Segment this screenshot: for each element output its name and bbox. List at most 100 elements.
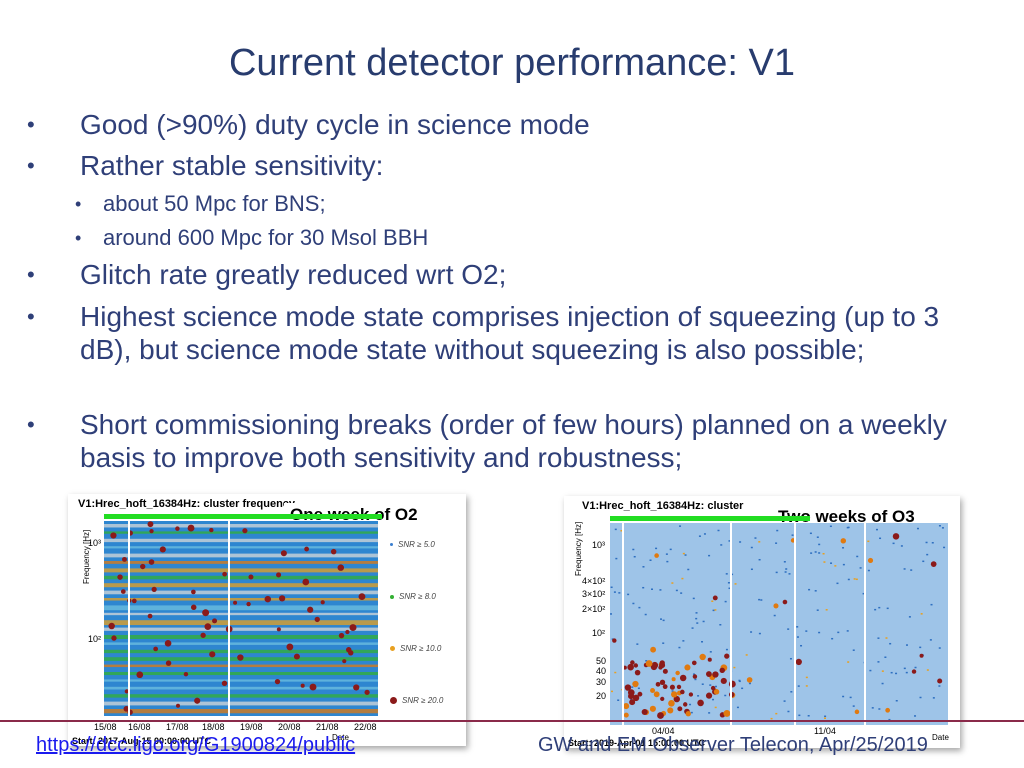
glitch-point <box>309 683 317 691</box>
x-tick: 22/08 <box>354 722 377 732</box>
spectrogram-speckle <box>890 671 893 674</box>
spectrogram-speckle <box>914 715 917 717</box>
spectrogram-speckle <box>823 561 826 563</box>
footer-dcc-link[interactable]: https://dcc.ligo.org/G1900824/public <box>36 734 356 756</box>
glitch-point <box>645 660 653 667</box>
spectrogram-speckle <box>637 687 640 690</box>
spectrogram-speckle <box>805 630 808 632</box>
glitch-point <box>204 623 212 630</box>
spectrogram-band <box>104 575 378 580</box>
y-tick: 2×10² <box>582 604 606 614</box>
spectrogram-speckle <box>680 592 683 594</box>
spectrogram-speckle <box>800 644 803 647</box>
spectrogram-speckle <box>614 528 617 531</box>
spectrogram-speckle <box>758 558 761 561</box>
spectrogram-speckle <box>738 680 741 683</box>
glitch-point <box>691 660 697 666</box>
spectrogram-speckle <box>805 676 808 679</box>
spectrogram-speckle <box>905 671 908 674</box>
glitch-point <box>147 613 153 619</box>
spectrogram-speckle <box>831 637 834 640</box>
glitch-point <box>233 600 238 605</box>
spectrogram-speckle <box>682 640 685 642</box>
spectrogram-speckle <box>816 609 819 611</box>
glitch-point <box>854 709 860 715</box>
glitch-point <box>659 679 666 685</box>
spectrogram-speckle <box>738 679 741 682</box>
spectrogram-speckle <box>900 545 903 547</box>
spectrogram-speckle <box>627 593 630 596</box>
spectrogram-speckle <box>867 569 870 572</box>
spectrogram-band <box>104 531 378 534</box>
glitch-point <box>117 574 123 580</box>
glitch-point <box>697 699 704 707</box>
glitch-point <box>151 586 157 593</box>
bullet-symbol: • <box>75 194 82 214</box>
spectrogram-speckle <box>895 672 898 675</box>
spectrogram-speckle <box>724 694 727 697</box>
spectrogram-band <box>104 538 378 543</box>
glitch-point <box>149 528 154 534</box>
spectrogram-speckle <box>644 613 647 616</box>
bullet-glitch-rate: • Glitch rate greatly reduced wrt O2; <box>27 258 990 291</box>
spectrogram-speckle <box>698 535 701 537</box>
legend-entry: SNR ≥ 5.0 <box>390 540 435 549</box>
spectrogram-speckle <box>847 661 850 663</box>
glitch-point <box>131 598 137 604</box>
glitch-point <box>274 678 281 685</box>
spectrogram-speckle <box>649 559 652 561</box>
spectrogram-speckle <box>886 607 889 610</box>
spectrogram-speckle <box>702 620 705 623</box>
spectrogram-speckle <box>788 573 791 575</box>
glitch-point <box>670 691 678 698</box>
glitch-point <box>304 546 310 552</box>
spectrogram-speckle <box>669 548 672 551</box>
spectrogram-speckle <box>846 630 849 632</box>
spectrogram-speckle <box>692 597 695 600</box>
glitch-point <box>342 659 347 664</box>
glitch-point <box>242 528 248 534</box>
spectrogram-speckle <box>903 568 906 570</box>
spectrogram-band <box>104 568 378 573</box>
spectrogram-speckle <box>787 710 790 713</box>
glitch-point <box>286 643 294 651</box>
spectrogram-speckle <box>618 592 621 594</box>
bullet-symbol: • <box>75 228 82 248</box>
footer-divider <box>0 720 1024 722</box>
spectrogram-speckle <box>697 695 700 697</box>
spectrogram-speckle <box>808 588 811 591</box>
spectrogram-speckle <box>862 592 865 595</box>
y-tick: 10³ <box>88 538 102 548</box>
spectrogram-speckle <box>679 525 682 527</box>
spectrogram-speckle <box>852 705 855 707</box>
glitch-point <box>659 662 666 669</box>
spectrogram-speckle <box>834 565 837 567</box>
glitch-point <box>919 653 924 658</box>
spectrogram-speckle <box>818 631 821 634</box>
glitch-point <box>200 632 206 638</box>
glitch-point <box>278 595 286 602</box>
plot-area <box>104 521 378 716</box>
glitch-point <box>840 538 847 544</box>
glitch-point <box>148 559 155 565</box>
glitch-point <box>111 635 117 641</box>
glitch-point <box>140 563 146 570</box>
legend-entry: SNR ≥ 10.0 <box>390 644 441 653</box>
glitch-point <box>176 703 181 708</box>
spectrogram-speckle <box>814 590 817 592</box>
spectrogram-speckle <box>714 706 717 709</box>
glitch-point <box>264 595 272 603</box>
spectrogram-speckle <box>869 669 872 672</box>
spectrogram-speckle <box>932 697 935 699</box>
x-tick: 19/08 <box>240 722 263 732</box>
y-tick: 4×10² <box>582 576 606 586</box>
spectrogram-band <box>104 701 378 706</box>
spectrogram-band <box>104 620 378 626</box>
spectrogram-speckle <box>859 567 862 569</box>
spectrogram-speckle <box>719 624 722 626</box>
spectrogram-speckle <box>931 542 934 544</box>
spectrogram-speckle <box>736 706 739 709</box>
plot-area <box>610 523 948 725</box>
spectrogram-speckle <box>849 696 852 699</box>
glitch-point <box>660 696 665 702</box>
